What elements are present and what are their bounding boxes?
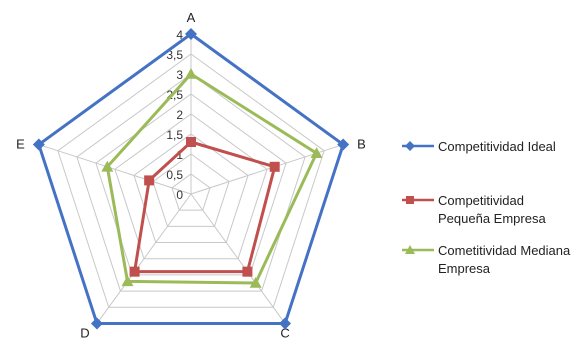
series-2-point-A (185, 68, 197, 79)
legend-item-mediana: Cometitividad Mediana Empresa (400, 242, 576, 278)
tick-label-3: 1,5 (166, 128, 183, 142)
series-0-point-D (90, 317, 103, 330)
series-1-point-D (129, 266, 140, 277)
grid-ring-7 (57, 53, 325, 308)
series-2-point-C (249, 276, 262, 288)
tick-label-6: 3 (176, 68, 183, 82)
category-label-E: E (16, 137, 25, 152)
series-2-point-D (121, 275, 134, 287)
series-line-2 (105, 72, 319, 285)
series-line-1 (132, 140, 277, 274)
series-1-point-A (186, 137, 196, 147)
axis-spoke-B (190, 144, 344, 195)
grid-ring-2 (152, 153, 230, 227)
tick-label-8: 4 (176, 28, 183, 42)
series-0-point-A (185, 28, 197, 40)
grid-ring-1 (171, 173, 211, 211)
category-label-B: B (357, 137, 366, 152)
series-2-point-E (101, 160, 114, 172)
tick-label-1: 0,5 (166, 168, 183, 182)
legend-label-pequena: Competitividad Pequeña Empresa (438, 193, 546, 226)
series-1-point-E (144, 175, 155, 186)
legend-label-ideal: Competitividad Ideal (438, 139, 556, 154)
legend-swatch-pequena (402, 196, 434, 204)
legend-swatch-mediana (402, 245, 434, 254)
tick-label-4: 2 (176, 108, 183, 122)
category-label-C: C (280, 325, 289, 340)
axis-spoke-E (38, 144, 192, 195)
series-1-point-B (269, 161, 280, 172)
legend-label-mediana: Cometitividad Mediana Empresa (438, 243, 571, 276)
tick-label-0: 0 (176, 188, 183, 202)
grid-ring-5 (95, 93, 287, 276)
legend-item-ideal: Competitividad Ideal (400, 138, 576, 156)
axis-spoke-C (190, 193, 286, 324)
grid-ring-3 (133, 133, 249, 244)
axis-spoke-D (96, 193, 192, 324)
legend-item-pequena: Competitividad Pequeña Empresa (400, 192, 576, 228)
series-1-point-C (242, 266, 253, 277)
category-label-D: D (80, 325, 89, 340)
tick-label-7: 3,5 (166, 48, 183, 62)
series-line-0 (37, 32, 345, 325)
series-0-point-E (32, 138, 45, 151)
legend-swatch-ideal (402, 141, 434, 151)
series-0-point-B (337, 138, 350, 151)
series-0-point-C (279, 317, 292, 330)
grid-ring-6 (76, 73, 306, 292)
series-2-point-B (310, 147, 323, 159)
category-label-A: A (187, 10, 196, 25)
tick-label-2: 1 (176, 148, 183, 162)
